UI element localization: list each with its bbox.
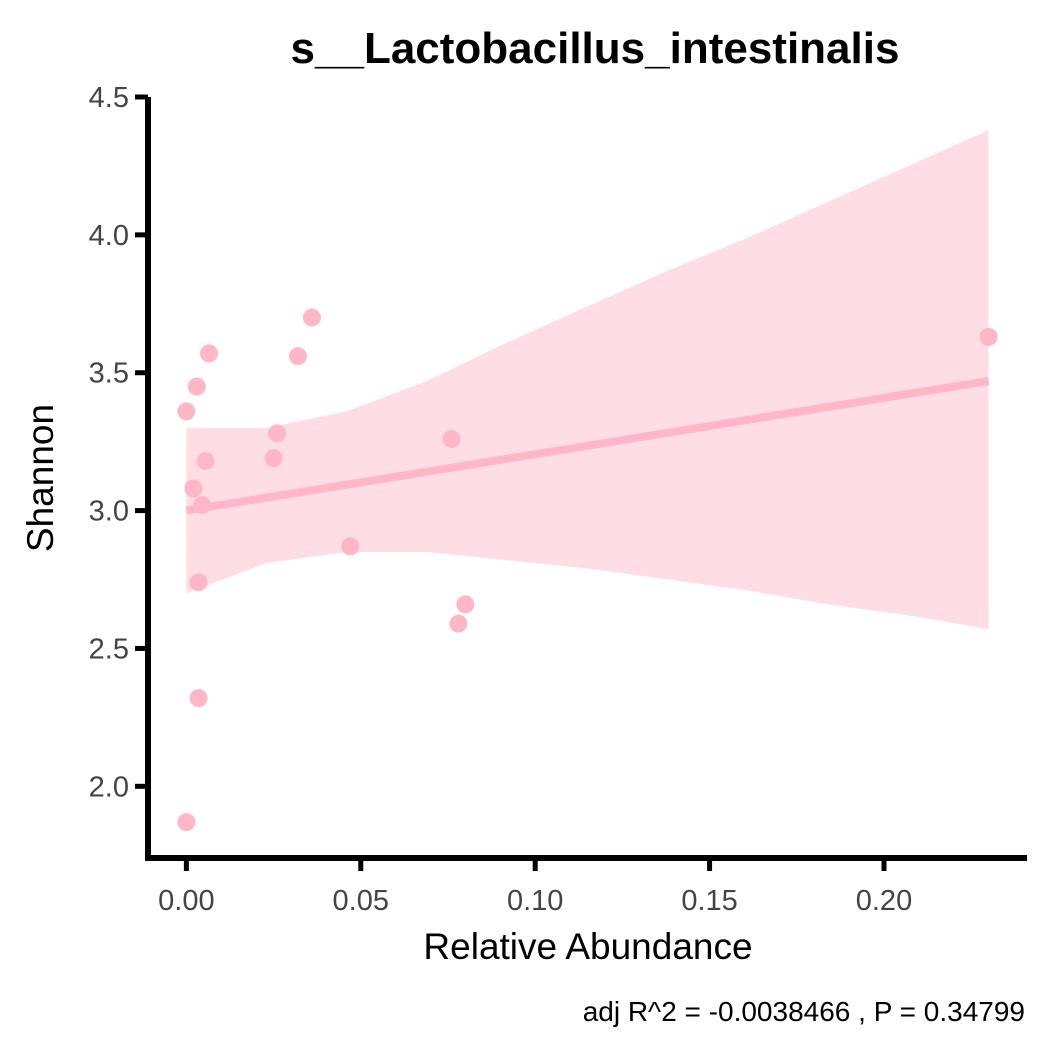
data-point [184, 479, 203, 498]
data-point [177, 813, 196, 832]
data-point [196, 451, 215, 470]
chart-title: s__Lactobacillus_intestinalis [291, 24, 900, 73]
data-point [288, 347, 307, 366]
stats-caption: adj R^2 = -0.0038466 , P = 0.34799 [583, 996, 1025, 1027]
axes [145, 97, 1027, 861]
data-point [268, 424, 287, 443]
data-point [200, 344, 219, 363]
x-tick-label: 0.05 [333, 885, 389, 917]
plot-area [177, 130, 998, 832]
y-tick-label: 4.0 [89, 220, 129, 252]
data-point [193, 496, 212, 515]
y-axis-title: Shannon [20, 404, 61, 552]
data-point [189, 689, 208, 708]
data-point [177, 402, 196, 421]
x-tick-label: 0.10 [507, 885, 563, 917]
x-tick-label: 0.20 [856, 885, 912, 917]
y-tick-label: 2.5 [89, 633, 129, 665]
x-tick-label: 0.00 [158, 885, 214, 917]
y-tick-label: 3.5 [89, 358, 129, 390]
data-point [442, 429, 461, 448]
regression-line [185, 377, 990, 515]
data-point [341, 537, 360, 556]
data-point [189, 573, 208, 592]
data-point [302, 308, 321, 327]
y-tick-label: 3.0 [89, 496, 129, 528]
data-point [449, 614, 468, 633]
y-tick-label: 2.0 [89, 771, 129, 803]
data-point [187, 377, 206, 396]
x-axis-title: Relative Abundance [423, 926, 752, 967]
x-tick-label: 0.15 [681, 885, 737, 917]
confidence-band [186, 130, 989, 630]
data-point [264, 449, 283, 468]
y-tick-label: 4.5 [89, 82, 129, 114]
ticks: 2.0 2.5 3.0 3.5 4.0 4.5 0.00 0.05 0.10 0.15 0.20 [89, 82, 913, 917]
data-point [979, 327, 998, 346]
data-point [456, 595, 475, 614]
